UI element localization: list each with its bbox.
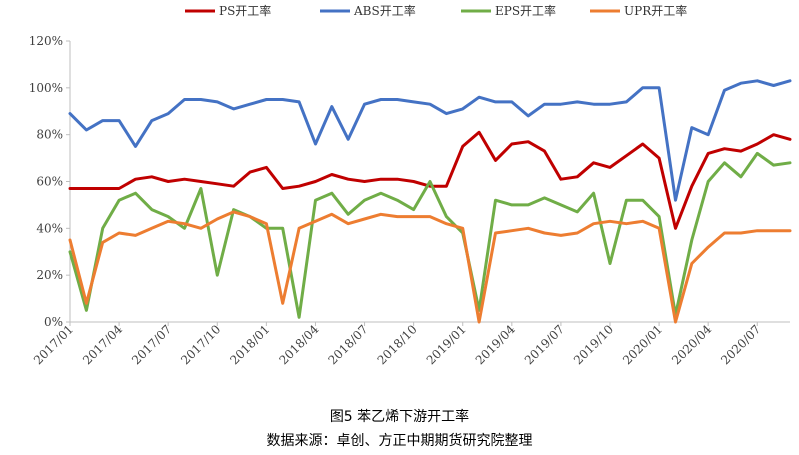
legend-label-1: ABS开工率 bbox=[353, 3, 416, 18]
y-tick-label: 40% bbox=[36, 221, 63, 235]
legend-label-3: UPR开工率 bbox=[624, 3, 687, 18]
x-tick-label: 2017/07 bbox=[129, 322, 174, 367]
y-tick-label: 120% bbox=[29, 34, 63, 48]
y-tick-label: 0% bbox=[44, 315, 63, 329]
y-tick-label: 60% bbox=[36, 175, 63, 189]
x-tick-label: 2018/01 bbox=[227, 322, 272, 367]
x-tick-label: 2020/07 bbox=[718, 322, 763, 367]
y-tick-label: 20% bbox=[36, 268, 63, 282]
figure-source: 数据来源：卓创、方正中期期货研究院整理 bbox=[266, 433, 533, 449]
y-axis-ticks: 0% 20% 40% 60% 80% 100% 120% bbox=[29, 34, 70, 329]
figure-caption: 图5 苯乙烯下游开工率 bbox=[329, 409, 470, 425]
x-tick-label: 2020/04 bbox=[669, 322, 714, 367]
x-tick-label: 2017/10 bbox=[178, 322, 223, 367]
series-lines bbox=[68, 79, 792, 324]
x-tick-label: 2018/04 bbox=[276, 322, 321, 367]
y-tick-label: 100% bbox=[29, 81, 63, 95]
x-tick-label: 2019/10 bbox=[571, 322, 616, 367]
series-line-1 bbox=[68, 79, 792, 202]
chart: PS开工率 ABS开工率 EPS开工率 UPR开工率 0% 20% 40% 60% 80% 10… bbox=[29, 3, 792, 367]
x-tick-label: 2019/01 bbox=[424, 322, 469, 367]
x-tick-label: 2018/10 bbox=[375, 322, 420, 367]
legend-label-0: PS开工率 bbox=[219, 3, 271, 18]
x-tick-label: 2020/01 bbox=[620, 322, 665, 367]
y-tick-label: 80% bbox=[36, 128, 63, 142]
x-tick-label: 2017/04 bbox=[80, 322, 125, 367]
legend-label-2: EPS开工率 bbox=[495, 3, 556, 18]
x-tick-label: 2018/07 bbox=[326, 322, 371, 367]
series-line-3 bbox=[68, 210, 792, 324]
x-tick-label: 2019/04 bbox=[473, 322, 518, 367]
x-axis-ticks: 2017/01 2017/04 2017/07 2017/10 2018/01 2018/… bbox=[31, 322, 763, 367]
series-line-0 bbox=[68, 130, 792, 230]
x-tick-label: 2019/07 bbox=[522, 322, 567, 367]
legend: PS开工率 ABS开工率 EPS开工率 UPR开工率 bbox=[185, 3, 687, 18]
